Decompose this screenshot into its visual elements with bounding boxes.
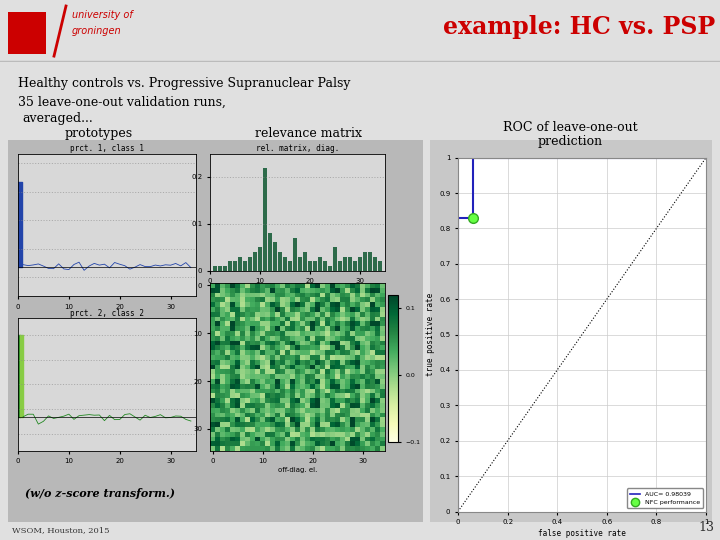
Bar	[323, 261, 327, 271]
Bar	[378, 261, 382, 271]
Text: WSOM, Houston, 2015: WSOM, Houston, 2015	[12, 526, 109, 534]
Text: ROC of leave-one-out: ROC of leave-one-out	[503, 121, 637, 134]
Bar	[430, 140, 712, 522]
Bar	[308, 261, 312, 271]
Bar	[313, 261, 317, 271]
Title: prct. 2, class 2: prct. 2, class 2	[70, 308, 144, 318]
Bar	[293, 238, 297, 271]
Bar	[8, 140, 423, 522]
Text: relevance matrix: relevance matrix	[255, 127, 362, 140]
Text: university of: university of	[72, 10, 132, 20]
Bar	[223, 266, 227, 271]
Bar	[288, 261, 292, 271]
Bar	[233, 261, 237, 271]
Bar	[298, 256, 302, 271]
Bar	[278, 252, 282, 271]
X-axis label: feature number: feature number	[270, 287, 325, 293]
Bar	[218, 266, 222, 271]
Bar	[258, 247, 262, 271]
Bar	[263, 167, 267, 271]
Text: averaged...: averaged...	[22, 112, 93, 125]
Bar	[253, 252, 257, 271]
Legend: AUC= 0.98039, NFC performance: AUC= 0.98039, NFC performance	[627, 488, 703, 508]
Bar	[348, 256, 352, 271]
Bar	[238, 256, 242, 271]
Bar	[328, 266, 332, 271]
X-axis label: off-diag. el.: off-diag. el.	[278, 467, 318, 473]
Bar	[353, 261, 357, 271]
Bar	[283, 256, 287, 271]
Bar	[333, 247, 337, 271]
X-axis label: false positive rate: false positive rate	[538, 529, 626, 538]
Text: prediction: prediction	[537, 136, 603, 148]
Y-axis label: true positive rate: true positive rate	[426, 293, 435, 376]
Text: (w/o z-score transform.): (w/o z-score transform.)	[25, 488, 175, 500]
Bar	[363, 252, 367, 271]
Title: rel. matrix, diag.: rel. matrix, diag.	[256, 144, 339, 153]
Bar	[318, 256, 322, 271]
Text: 35 leave-one-out validation runs,: 35 leave-one-out validation runs,	[18, 96, 226, 109]
Bar	[248, 256, 252, 271]
Bar	[358, 256, 362, 271]
Bar	[338, 261, 342, 271]
Bar	[213, 266, 217, 271]
Bar	[268, 233, 272, 271]
Bar	[303, 252, 307, 271]
Title: prct. 1, class 1: prct. 1, class 1	[70, 144, 144, 153]
FancyBboxPatch shape	[8, 12, 46, 54]
Text: Healthy controls vs. Progressive Supranuclear Palsy: Healthy controls vs. Progressive Supranu…	[18, 77, 351, 90]
Bar	[273, 242, 277, 271]
Bar	[368, 252, 372, 271]
Bar	[243, 261, 247, 271]
Text: prototypes: prototypes	[65, 127, 133, 140]
Text: example: HC vs. PSP: example: HC vs. PSP	[443, 15, 715, 39]
Text: groningen: groningen	[72, 26, 122, 36]
Text: 13: 13	[698, 521, 714, 534]
Bar	[343, 256, 347, 271]
Bar	[228, 261, 232, 271]
Bar	[373, 256, 377, 271]
